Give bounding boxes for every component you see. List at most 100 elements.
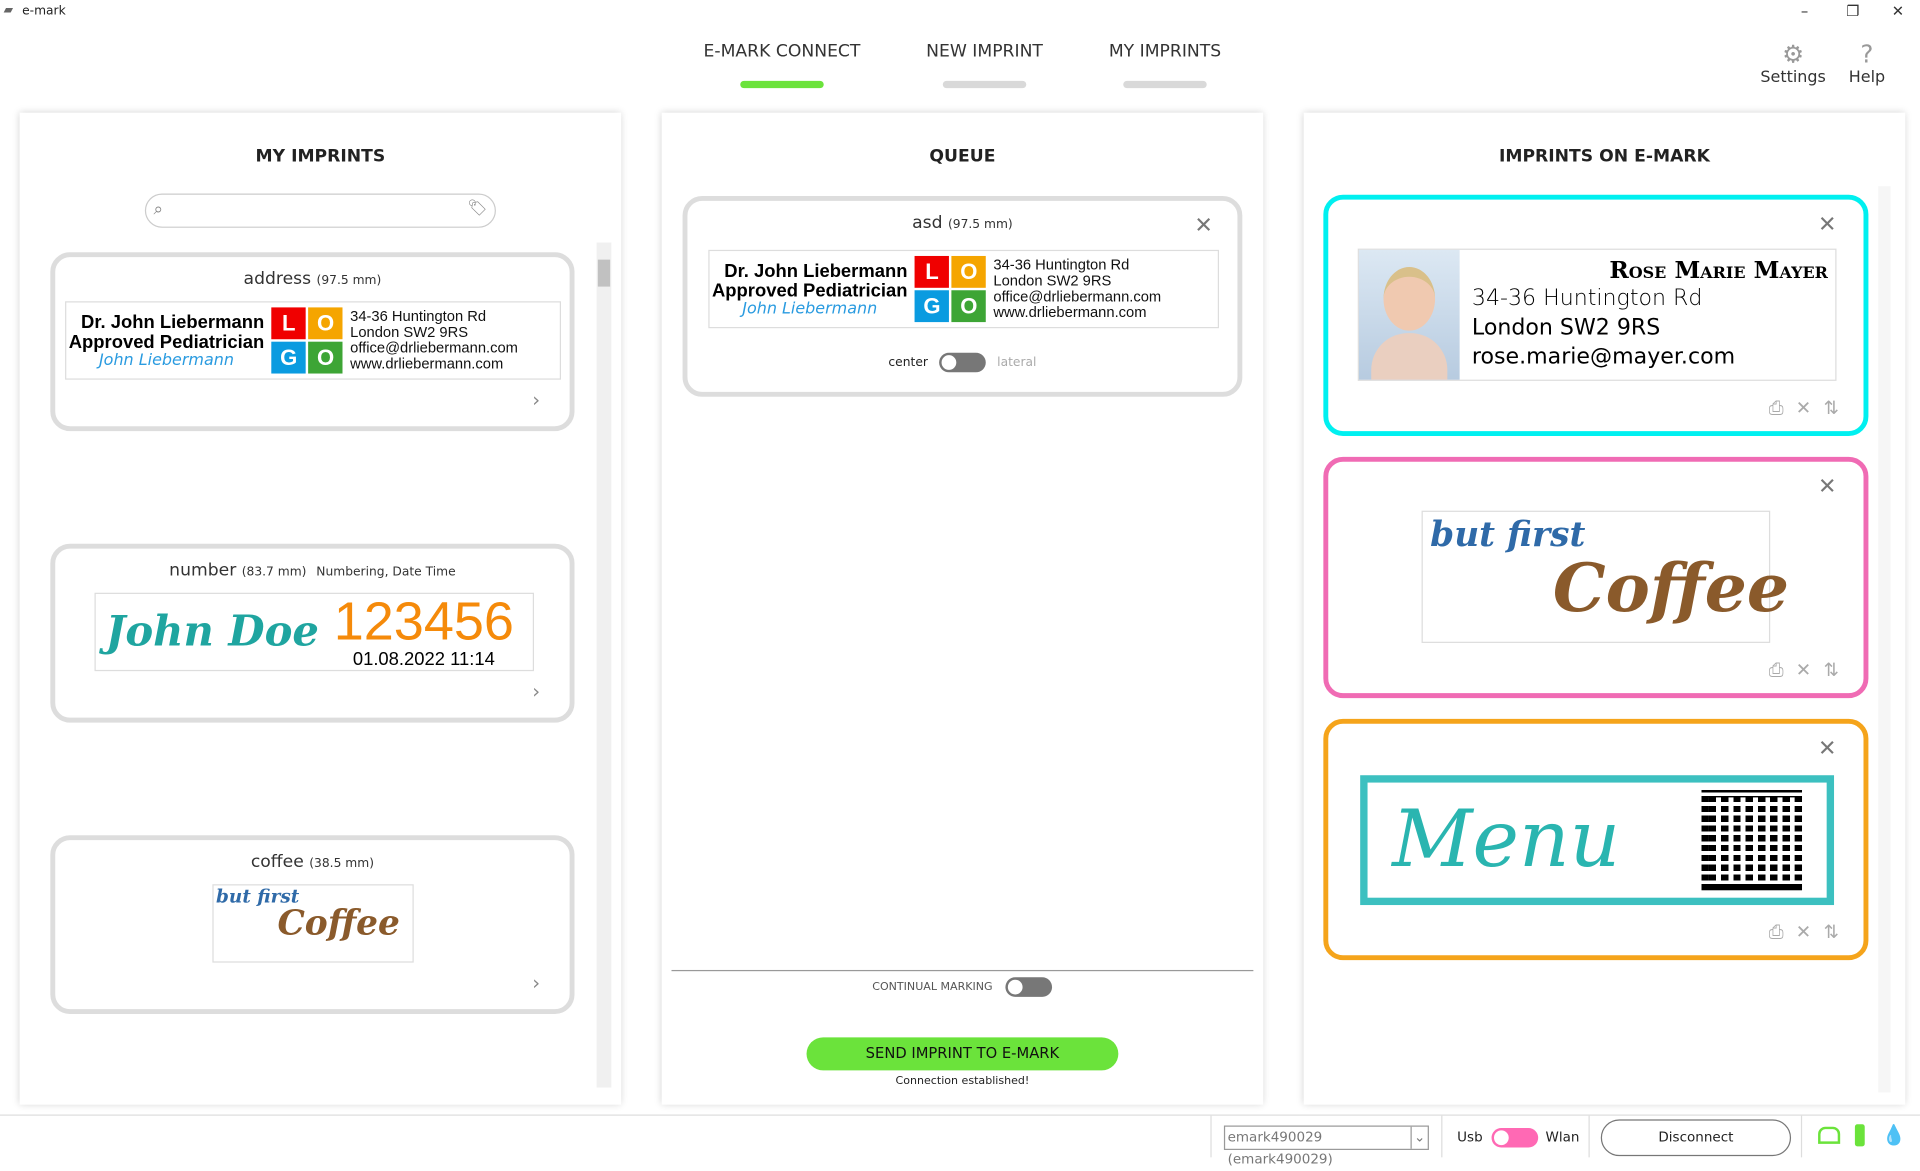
emark-imprint-2[interactable]: ✕ but first Coffee ⎙ ✕ ⇅ xyxy=(1323,456,1869,699)
address-lines: 34-36 Huntington Rd London SW2 9RS office@… xyxy=(350,308,518,373)
address-lines: 34-36 Huntington Rd London SW2 9RS office@… xyxy=(993,257,1161,321)
print-icon[interactable]: ⎙ xyxy=(1768,658,1784,681)
tag-icon[interactable]: 🏷 xyxy=(467,199,488,218)
usb-label: Usb xyxy=(1457,1129,1483,1146)
chevron-right-icon[interactable]: › xyxy=(532,971,541,995)
close-icon[interactable]: ✕ xyxy=(1817,736,1837,762)
tab-label: NEW IMPRINT xyxy=(926,41,1043,62)
disconnect-button[interactable]: Disconnect xyxy=(1600,1119,1792,1157)
line2: Approved Pediatrician xyxy=(712,279,908,301)
delete-icon[interactable]: ✕ xyxy=(1795,658,1812,681)
search-input[interactable] xyxy=(180,199,451,217)
panel-title: MY IMPRINTS xyxy=(255,146,386,167)
imprint-preview: but first Coffee xyxy=(1421,510,1790,643)
emark-imprint-1[interactable]: ✕ Rose Marie Mayer 34-36 Huntington Rd L… xyxy=(1323,194,1869,436)
continual-marking-toggle[interactable] xyxy=(1005,977,1053,997)
logo-letter: O xyxy=(951,290,987,323)
preview-number-block: 123456 01.08.2022 11:14 xyxy=(334,594,514,670)
card-title: coffee (38.5 mm) xyxy=(55,852,569,872)
imprint-card-address[interactable]: address (97.5 mm) Dr. John Liebermann App… xyxy=(50,252,575,432)
addr-line: www.drliebermann.com xyxy=(993,303,1147,321)
imprint-preview: Rose Marie Mayer 34-36 Huntington Rd Lon… xyxy=(1357,248,1837,381)
qr-code xyxy=(1701,789,1803,891)
tab-my-imprints[interactable]: MY IMPRINTS xyxy=(1073,42,1257,89)
minimize-button[interactable]: – xyxy=(1800,2,1809,20)
imprint-size: (97.5 mm) xyxy=(947,217,1013,232)
imprint-tags: Numbering, Date Time xyxy=(316,565,456,580)
chevron-right-icon[interactable]: › xyxy=(532,388,541,412)
contact-line: rose.marie@mayer.com xyxy=(1471,344,1736,370)
address-name: Dr. John Liebermann Approved Pediatrician… xyxy=(712,260,908,318)
reorder-icon[interactable]: ⇅ xyxy=(1823,920,1839,944)
reorder-icon[interactable]: ⇅ xyxy=(1823,396,1839,419)
delete-icon[interactable]: ✕ xyxy=(1795,396,1812,419)
preview-datetime: 01.08.2022 11:14 xyxy=(352,648,495,670)
close-icon[interactable]: ✕ xyxy=(1817,473,1837,500)
scrollbar[interactable] xyxy=(596,242,612,1088)
print-icon[interactable]: ⎙ xyxy=(1768,920,1784,944)
line1: Dr. John Liebermann xyxy=(81,311,265,333)
contact-line: 34-36 Huntington Rd xyxy=(1471,285,1703,312)
coffee-line2: Coffee xyxy=(1552,548,1790,628)
signature: John Liebermann xyxy=(742,299,878,318)
addr-line: London SW2 9RS xyxy=(993,271,1112,290)
alignment-toggle[interactable] xyxy=(939,352,986,373)
preview-name: John Doe xyxy=(105,607,319,657)
imprint-name: address xyxy=(243,269,312,290)
send-imprint-button[interactable]: SEND IMPRINT TO E-MARK xyxy=(806,1037,1119,1071)
imprint-size: (38.5 mm) xyxy=(309,857,374,871)
window-title: e-mark xyxy=(22,4,66,19)
help-button[interactable]: ? Help xyxy=(1849,39,1885,87)
logo-letter: G xyxy=(914,290,950,323)
delete-icon[interactable]: ✕ xyxy=(1795,920,1812,944)
address-name: Dr. John Liebermann Approved Pediatrician… xyxy=(69,311,265,368)
imprint-preview: Dr. John Liebermann Approved Pediatrician… xyxy=(708,249,1220,329)
close-icon[interactable]: ✕ xyxy=(1194,213,1213,239)
imprint-actions: ⎙ ✕ ⇅ xyxy=(1769,921,1839,943)
chevron-right-icon[interactable]: › xyxy=(532,679,541,703)
chevron-down-icon: ⌄ xyxy=(1410,1126,1428,1149)
tab-label: MY IMPRINTS xyxy=(1108,41,1222,62)
imprint-card-number[interactable]: number (83.7 mm) Numbering, Date Time Joh… xyxy=(50,543,575,723)
continual-marking-label: CONTINUAL MARKING xyxy=(872,981,993,994)
imprint-preview: John Doe 123456 01.08.2022 11:14 xyxy=(94,592,535,672)
logo-letter: O xyxy=(308,307,343,340)
scrollbar[interactable] xyxy=(1878,186,1891,1093)
logo-letter: L xyxy=(914,255,950,288)
close-icon[interactable]: ✕ xyxy=(1817,211,1837,238)
divider xyxy=(671,969,1254,972)
queue-panel: QUEUE asd (97.5 mm) ✕ Dr. John Lieberman… xyxy=(661,112,1264,1105)
restore-button[interactable]: ❐ xyxy=(1846,2,1860,20)
tab-emark-connect[interactable]: E-MARK CONNECT xyxy=(690,42,874,89)
line1: Dr. John Liebermann xyxy=(724,260,908,282)
addr-line: 34-36 Huntington Rd xyxy=(993,255,1130,274)
settings-button[interactable]: ⚙ Settings xyxy=(1760,39,1825,87)
addr-line: www.drliebermann.com xyxy=(350,355,504,373)
device-value: emark490029 (emark490029) xyxy=(1227,1129,1333,1168)
reorder-icon[interactable]: ⇅ xyxy=(1823,658,1839,681)
search-field[interactable]: ⌕ 🏷 xyxy=(144,193,496,228)
align-lateral-label: lateral xyxy=(997,356,1037,370)
battery-icon xyxy=(1854,1124,1865,1147)
panel-title: QUEUE xyxy=(929,146,996,167)
connection-toggle[interactable] xyxy=(1491,1127,1539,1148)
imprint-actions: ⎙ ✕ ⇅ xyxy=(1769,397,1839,419)
queue-item[interactable]: asd (97.5 mm) ✕ Dr. John Liebermann Appro… xyxy=(682,195,1243,397)
imprint-size: (83.7 mm) xyxy=(241,565,307,580)
question-icon: ? xyxy=(1860,39,1874,69)
addr-line: London SW2 9RS xyxy=(350,323,469,341)
device-select[interactable]: emark490029 (emark490029) ⌄ xyxy=(1223,1125,1429,1167)
scrollbar-thumb[interactable] xyxy=(597,259,611,287)
imprint-name: coffee xyxy=(250,852,304,872)
contact-line: London SW2 9RS xyxy=(1471,314,1661,341)
imprint-preview: but first Coffee xyxy=(212,884,414,963)
print-icon[interactable]: ⎙ xyxy=(1768,396,1784,419)
tab-new-imprint[interactable]: NEW IMPRINT xyxy=(892,42,1076,89)
close-window-button[interactable]: ✕ xyxy=(1891,2,1905,20)
imprint-card-coffee[interactable]: coffee (38.5 mm) but first Coffee › xyxy=(50,835,575,1015)
emark-imprint-3[interactable]: ✕ Menu ⎙ ✕ ⇅ xyxy=(1323,718,1869,961)
alignment-toggle-group: center lateral xyxy=(687,352,1237,373)
connection-status: Connection established! xyxy=(895,1075,1030,1088)
